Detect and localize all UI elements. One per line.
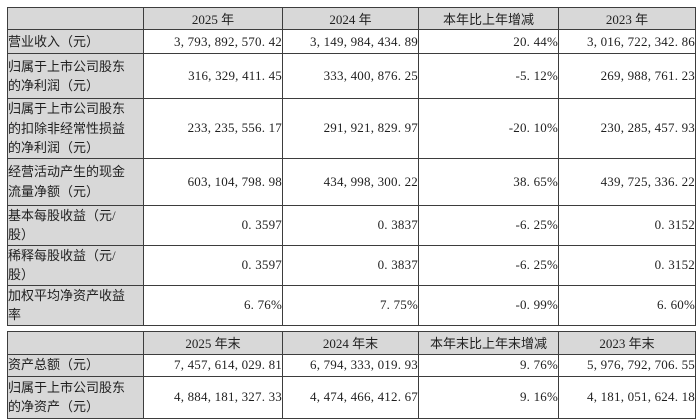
table-cell: 20. 44%	[418, 29, 559, 54]
annual-figures-table: 2025 年 2024 年 本年比上年增减 2023 年 营业收入（元） 3, …	[7, 7, 696, 326]
column-header-2024-end: 2024 年末	[282, 330, 419, 355]
table-row: 营业收入（元） 3, 793, 892, 570. 42 3, 149, 984…	[7, 29, 696, 54]
row-label-net-profit: 归属于上市公司股东 的净利润（元）	[7, 53, 144, 99]
table-row: 经营活动产生的现金 流量净额（元） 603, 104, 798. 98 434,…	[7, 157, 696, 206]
table-cell: 291, 921, 829. 97	[282, 98, 419, 159]
row-label-basic-eps: 基本每股收益（元/ 股）	[7, 204, 144, 246]
table-cell: 230, 285, 457. 93	[558, 98, 696, 159]
table-cell: 603, 104, 798. 98	[143, 157, 283, 206]
table-header-row: 2025 年 2024 年 本年比上年增减 2023 年	[7, 7, 696, 30]
table-cell: 0. 3152	[558, 204, 696, 246]
table-cell: 0. 3597	[143, 204, 283, 246]
table-cell: 5, 976, 792, 706. 55	[558, 353, 696, 377]
financial-report-page: 2025 年 2024 年 本年比上年增减 2023 年 营业收入（元） 3, …	[7, 7, 696, 419]
table-row: 资产总额（元） 7, 457, 614, 029. 81 6, 794, 333…	[7, 353, 696, 377]
row-label-weighted-avg-roe: 加权平均净资产收益 率	[7, 284, 144, 326]
table-cell: 7. 75%	[282, 284, 419, 326]
table-row: 基本每股收益（元/ 股） 0. 3597 0. 3837 -6. 25% 0. …	[7, 204, 696, 246]
period-end-figures-table: 2025 年末 2024 年末 本年末比上年末增减 2023 年末 资产总额（元…	[7, 330, 696, 419]
table-cell: 439, 725, 336. 22	[558, 157, 696, 206]
table-cell: -6. 25%	[418, 204, 559, 246]
corner-cell	[7, 7, 144, 30]
table-cell: 0. 3597	[143, 244, 283, 286]
row-label-revenue: 营业收入（元）	[7, 29, 144, 54]
table-cell: 0. 3152	[558, 244, 696, 286]
table-cell: 434, 998, 300. 22	[282, 157, 419, 206]
table-cell: 4, 474, 466, 412. 67	[282, 375, 419, 419]
table-cell: 3, 016, 722, 342. 86	[558, 29, 696, 54]
table-cell: -20. 10%	[418, 98, 559, 159]
table-cell: 9. 76%	[418, 353, 559, 377]
row-label-net-profit-excl-nonrecurring: 归属于上市公司股东 的扣除非经常性损益 的净利润（元）	[7, 98, 144, 159]
table-cell: 6, 794, 333, 019. 93	[282, 353, 419, 377]
table-cell: 4, 884, 181, 327. 33	[143, 375, 283, 419]
table-cell: 316, 329, 411. 45	[143, 53, 283, 99]
table-row: 归属于上市公司股东 的净资产（元） 4, 884, 181, 327. 33 4…	[7, 375, 696, 419]
row-label-diluted-eps: 稀释每股收益（元/ 股）	[7, 244, 144, 286]
table-cell: 0. 3837	[282, 244, 419, 286]
table-cell: 333, 400, 876. 25	[282, 53, 419, 99]
table-cell: -5. 12%	[418, 53, 559, 99]
column-header-2023: 2023 年	[558, 7, 696, 30]
column-header-2025-end: 2025 年末	[143, 330, 283, 355]
table-row: 稀释每股收益（元/ 股） 0. 3597 0. 3837 -6. 25% 0. …	[7, 244, 696, 286]
table-cell: 6. 60%	[558, 284, 696, 326]
row-label-net-assets: 归属于上市公司股东 的净资产（元）	[7, 375, 144, 419]
table-row: 加权平均净资产收益 率 6. 76% 7. 75% -0. 99% 6. 60%	[7, 284, 696, 326]
table-cell: 4, 181, 051, 624. 18	[558, 375, 696, 419]
table-cell: 233, 235, 556. 17	[143, 98, 283, 159]
table-cell: 38. 65%	[418, 157, 559, 206]
table-cell: 269, 988, 761. 23	[558, 53, 696, 99]
column-header-yoy-change: 本年比上年增减	[418, 7, 559, 30]
row-label-operating-cash-flow: 经营活动产生的现金 流量净额（元）	[7, 157, 144, 206]
table-cell: 0. 3837	[282, 204, 419, 246]
corner-cell	[7, 330, 144, 355]
table-header-row: 2025 年末 2024 年末 本年末比上年末增减 2023 年末	[7, 330, 696, 355]
column-header-2023-end: 2023 年末	[558, 330, 696, 355]
table-row: 归属于上市公司股东 的扣除非经常性损益 的净利润（元） 233, 235, 55…	[7, 98, 696, 159]
table-cell: -0. 99%	[418, 284, 559, 326]
table-row: 归属于上市公司股东 的净利润（元） 316, 329, 411. 45 333,…	[7, 53, 696, 99]
column-header-2025: 2025 年	[143, 7, 283, 30]
table-cell: -6. 25%	[418, 244, 559, 286]
row-label-total-assets: 资产总额（元）	[7, 353, 144, 377]
table-cell: 3, 793, 892, 570. 42	[143, 29, 283, 54]
table-cell: 3, 149, 984, 434. 89	[282, 29, 419, 54]
table-cell: 6. 76%	[143, 284, 283, 326]
table-cell: 7, 457, 614, 029. 81	[143, 353, 283, 377]
table-cell: 9. 16%	[418, 375, 559, 419]
column-header-yoy-end-change: 本年末比上年末增减	[418, 330, 559, 355]
column-header-2024: 2024 年	[282, 7, 419, 30]
